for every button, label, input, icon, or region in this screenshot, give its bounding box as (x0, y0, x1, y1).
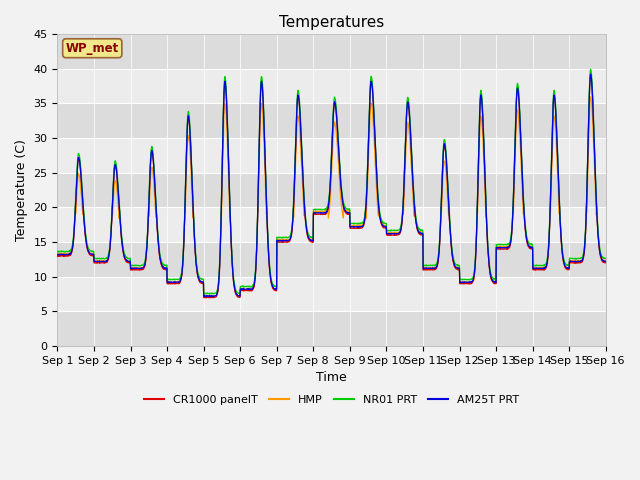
HMP (587, 94, 595, 100)
NR01 PRT (348, 221, 355, 227)
Legend: CR1000 panelT, HMP, NR01 PRT, AM25T PRT: CR1000 panelT, HMP, NR01 PRT, AM25T PRT (140, 390, 524, 409)
Line: CR1000 panelT: CR1000 panelT (58, 75, 605, 298)
CR1000 panelT (203, 295, 211, 300)
CR1000 panelT (602, 260, 609, 265)
HMP (554, 167, 561, 173)
Bar (58, 207, 605, 242)
HMP (203, 294, 211, 300)
CR1000 panelT (554, 152, 561, 158)
AM25T PRT (207, 293, 214, 299)
Y-axis label: Temperature (C): Temperature (C) (15, 139, 28, 241)
Bar (58, 103, 605, 138)
HMP (360, 221, 367, 227)
Line: HMP: HMP (58, 97, 605, 297)
CR1000 panelT (360, 223, 367, 229)
Bar (58, 34, 605, 69)
NR01 PRT (207, 291, 214, 297)
AM25T PRT (54, 252, 61, 258)
Bar (58, 312, 605, 346)
Bar (58, 242, 605, 276)
AM25T PRT (348, 224, 355, 229)
AM25T PRT (203, 293, 211, 299)
NR01 PRT (587, 66, 595, 72)
CR1000 panelT (54, 253, 61, 259)
Line: AM25T PRT: AM25T PRT (58, 74, 605, 296)
HMP (491, 280, 499, 286)
Text: WP_met: WP_met (66, 42, 119, 55)
HMP (207, 294, 214, 300)
Bar (58, 276, 605, 312)
NR01 PRT (360, 219, 367, 225)
AM25T PRT (360, 222, 367, 228)
AM25T PRT (554, 151, 561, 156)
AM25T PRT (587, 71, 595, 77)
Line: NR01 PRT: NR01 PRT (58, 69, 605, 294)
NR01 PRT (203, 291, 211, 297)
AM25T PRT (569, 258, 577, 264)
Bar (58, 138, 605, 173)
HMP (569, 258, 577, 264)
AM25T PRT (491, 279, 499, 285)
NR01 PRT (602, 255, 609, 261)
Bar (58, 69, 605, 103)
NR01 PRT (554, 147, 561, 153)
CR1000 panelT (491, 281, 499, 287)
HMP (348, 223, 355, 229)
CR1000 panelT (348, 225, 355, 231)
HMP (54, 252, 61, 257)
NR01 PRT (491, 277, 499, 283)
Bar (58, 173, 605, 207)
NR01 PRT (54, 249, 61, 254)
AM25T PRT (602, 258, 609, 264)
CR1000 panelT (207, 295, 214, 300)
NR01 PRT (569, 255, 577, 261)
X-axis label: Time: Time (316, 372, 347, 384)
CR1000 panelT (569, 260, 577, 265)
HMP (602, 258, 609, 264)
CR1000 panelT (587, 72, 595, 78)
Title: Temperatures: Temperatures (279, 15, 384, 30)
